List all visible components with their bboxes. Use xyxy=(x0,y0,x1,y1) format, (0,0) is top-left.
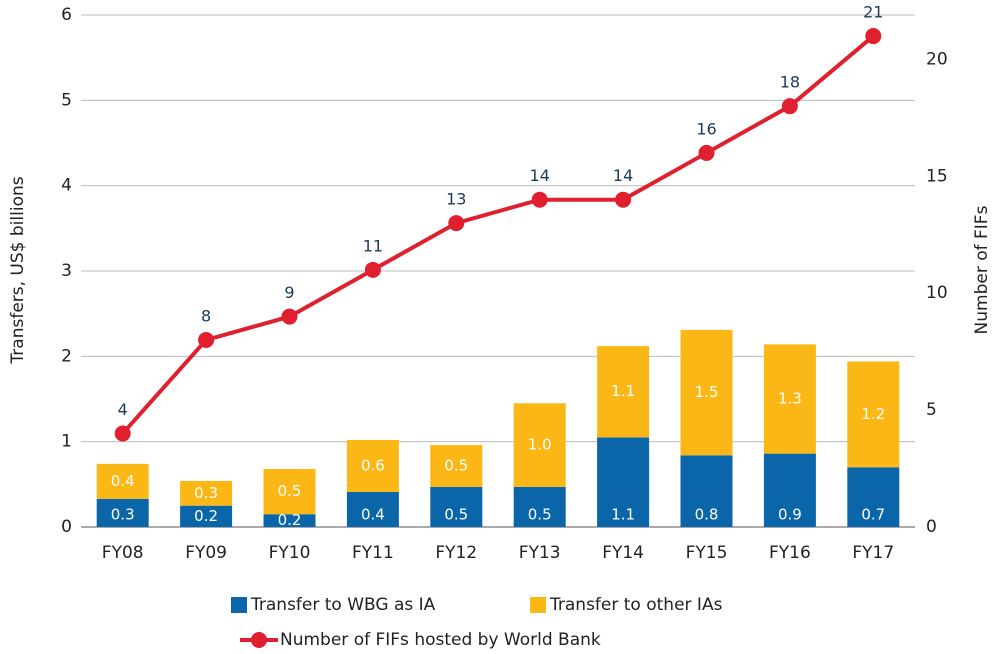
line-value-label: 13 xyxy=(446,190,466,209)
bar xyxy=(680,329,733,456)
y-tick-label: 1 xyxy=(61,432,72,452)
line-marker xyxy=(114,425,131,442)
y2-tick-label: 20 xyxy=(926,49,948,69)
bar-value-label: 1.3 xyxy=(778,390,802,408)
x-tick-label: FY17 xyxy=(852,543,894,563)
bar-value-label: 1.1 xyxy=(611,506,635,524)
line-marker xyxy=(531,191,548,208)
line-marker xyxy=(865,28,882,45)
y-tick-label: 5 xyxy=(61,90,72,110)
line-value-label: 21 xyxy=(863,3,883,22)
x-tick-label: FY15 xyxy=(686,543,728,563)
line-value-label: 4 xyxy=(118,400,128,419)
line-value-label: 14 xyxy=(613,166,633,185)
bar-value-label: 0.4 xyxy=(111,472,135,490)
bar xyxy=(847,467,900,527)
bar-value-label: 0.5 xyxy=(444,506,468,524)
bar-value-label: 1.1 xyxy=(611,382,635,400)
y-tick-label: 4 xyxy=(61,176,72,196)
legend-label: Transfer to other IAs xyxy=(549,595,723,615)
legend-label: Number of FIFs hosted by World Bank xyxy=(280,630,601,650)
bar xyxy=(346,439,399,493)
bar-value-label: 0.5 xyxy=(528,506,552,524)
line-marker xyxy=(698,144,715,161)
line-marker xyxy=(781,98,798,115)
y-tick-label: 0 xyxy=(61,517,72,537)
bar xyxy=(263,514,316,527)
y2-axis-label: Number of FIFs xyxy=(972,205,992,334)
y2-tick-label: 10 xyxy=(926,283,948,303)
line-marker xyxy=(364,261,381,278)
bar xyxy=(96,463,149,499)
bar xyxy=(847,361,900,468)
x-tick-label: FY08 xyxy=(102,543,144,563)
legend-swatch xyxy=(530,597,546,613)
bar-value-label: 0.5 xyxy=(444,456,468,474)
line-value-label: 14 xyxy=(530,166,550,185)
bar-value-label: 1.0 xyxy=(528,436,552,454)
bar xyxy=(430,486,483,527)
bar xyxy=(680,455,733,527)
bar-value-label: 0.3 xyxy=(194,484,218,502)
legend-label: Transfer to WBG as IA xyxy=(250,595,436,615)
bar-value-label: 0.6 xyxy=(361,456,385,474)
line-value-label: 9 xyxy=(284,283,294,302)
legend-swatch xyxy=(251,632,267,648)
line-marker xyxy=(448,215,465,232)
bar xyxy=(513,403,566,487)
line-value-label: 16 xyxy=(696,119,716,138)
line-marker xyxy=(615,191,632,208)
bar-value-label: 0.3 xyxy=(111,506,135,524)
y2-tick-label: 0 xyxy=(926,517,937,537)
bar-value-label: 0.4 xyxy=(361,506,385,524)
bar xyxy=(763,453,816,527)
bar-value-label: 0.2 xyxy=(278,511,302,529)
line-value-label: 8 xyxy=(201,306,211,325)
line-marker xyxy=(281,308,298,325)
x-tick-label: FY11 xyxy=(352,543,394,563)
x-tick-label: FY12 xyxy=(435,543,477,563)
bar xyxy=(346,492,399,527)
line-value-label: 11 xyxy=(363,236,383,255)
bar xyxy=(180,505,233,527)
y2-tick-label: 15 xyxy=(926,166,948,186)
bar xyxy=(513,486,566,527)
x-tick-label: FY16 xyxy=(769,543,811,563)
line-value-label: 18 xyxy=(780,73,800,92)
y-tick-label: 2 xyxy=(61,346,72,366)
bar-value-label: 0.5 xyxy=(278,482,302,500)
y-tick-label: 3 xyxy=(61,261,72,281)
x-tick-label: FY10 xyxy=(269,543,311,563)
bar-value-label: 0.7 xyxy=(861,506,885,524)
x-tick-label: FY14 xyxy=(602,543,644,563)
bar xyxy=(763,344,816,454)
bar xyxy=(430,445,483,487)
bar xyxy=(263,468,316,515)
bar-value-label: 0.9 xyxy=(778,506,802,524)
line xyxy=(121,34,875,435)
bar xyxy=(96,498,149,527)
y-axis-label: Transfers, US$ billions xyxy=(8,176,28,364)
x-tick-label: FY13 xyxy=(519,543,561,563)
x-tick-label: FY09 xyxy=(185,543,227,563)
bar-value-label: 1.2 xyxy=(861,405,885,423)
bar xyxy=(597,437,650,527)
line-marker xyxy=(198,331,215,348)
bar-value-label: 0.2 xyxy=(194,507,218,525)
bar xyxy=(597,346,650,438)
bar-value-label: 1.5 xyxy=(695,383,719,401)
bar-value-label: 0.8 xyxy=(695,506,719,524)
y2-tick-label: 5 xyxy=(926,400,937,420)
bar xyxy=(180,480,233,506)
y-tick-label: 6 xyxy=(61,5,72,25)
legend-swatch xyxy=(231,597,247,613)
